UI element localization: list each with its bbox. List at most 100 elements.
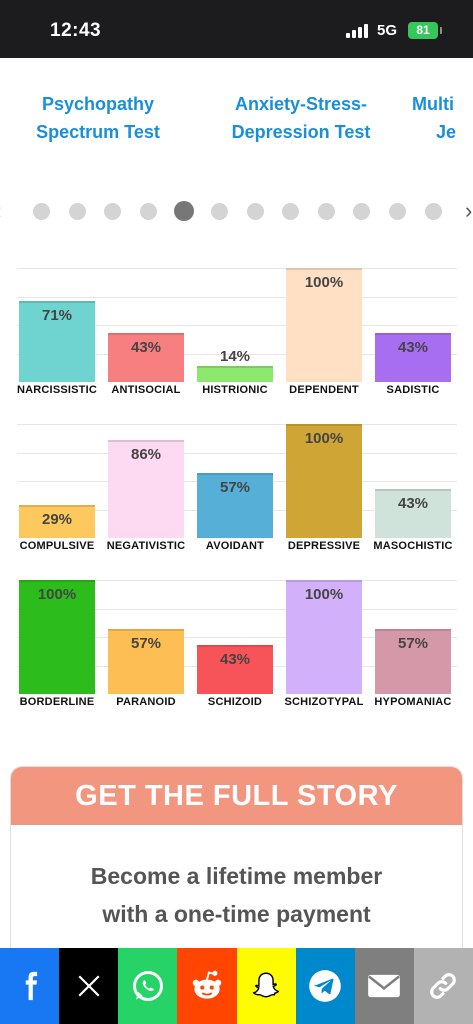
carousel-item-anxiety-stress-depression[interactable]: Anxiety-Stress- Depression Test <box>231 94 371 142</box>
share-snapchat-button[interactable] <box>236 948 296 1024</box>
carousel-item-partial[interactable]: Multi Je <box>412 94 457 142</box>
carousel-dot[interactable] <box>389 203 406 220</box>
chart-category-label: AVOIDANT <box>205 540 265 552</box>
bar-value-label: 43% <box>130 338 162 356</box>
chart-bar: 100% <box>286 268 362 382</box>
status-time: 12:43 <box>50 20 102 41</box>
share-reddit-button[interactable] <box>177 948 237 1024</box>
share-whatsapp-button[interactable] <box>118 948 178 1024</box>
chart-category-label: SCHIZOID <box>207 696 263 708</box>
chart-bar: 100% <box>286 580 362 694</box>
chart-category-label: PARANOID <box>116 696 176 708</box>
link-icon <box>430 973 457 999</box>
chart-gridline <box>17 608 457 610</box>
chart-bar: 71% <box>19 301 95 382</box>
chart-bar: 29% <box>19 504 95 538</box>
chart-bar: 43% <box>108 332 184 382</box>
chart-gridline <box>17 580 457 581</box>
carousel-dot[interactable] <box>173 201 194 221</box>
carousel-dot[interactable] <box>282 203 300 220</box>
chart-category-label: MASOCHISTIC <box>373 540 453 552</box>
bar-value-label: 100% <box>304 586 344 603</box>
bar-value-label: 86% <box>130 445 162 463</box>
bar-value-label: 29% <box>41 510 73 528</box>
x-icon <box>78 975 100 997</box>
chart-gridline <box>17 637 457 638</box>
chart-gridline <box>17 296 457 298</box>
status-bar: 12:43 5G 81 <box>0 0 473 58</box>
bar-value-label: 57% <box>219 479 251 497</box>
carousel-item-psychopathy[interactable]: Psychopathy Spectrum Test <box>36 94 160 142</box>
chart-gridline <box>17 325 457 326</box>
chart-bar: 100% <box>19 580 95 694</box>
share-facebook-button[interactable] <box>0 948 60 1024</box>
chart-category-label: NARCISSISTIC <box>16 384 98 396</box>
chart-bar: 57% <box>197 473 273 538</box>
test-carousel[interactable]: Psychopathy Spectrum Test Anxiety-Stress… <box>0 58 473 258</box>
carousel-dot[interactable] <box>211 203 228 220</box>
signal-icon <box>346 24 370 38</box>
chart-category-label: ANTISOCIAL <box>111 384 181 396</box>
membership-line-1: Become a lifetime member <box>90 863 383 889</box>
chart-gridline <box>17 353 457 355</box>
carousel-prev-icon[interactable]: ‹ <box>0 199 1 223</box>
chart-bar: 14% <box>197 348 273 382</box>
chart-category-label: COMPULSIVE <box>19 540 95 552</box>
bar-chart-1: 71% NARCISSISTIC 43% ANTISOCIAL 14% HISTRIONI… <box>17 268 457 400</box>
bar-value-label: 71% <box>41 307 73 325</box>
reddit-icon <box>192 970 222 999</box>
share-telegram-button[interactable] <box>295 948 355 1024</box>
facebook-icon <box>25 971 37 1001</box>
chart-category-label: SCHIZOTYPAL <box>284 696 364 708</box>
carousel-dots <box>0 201 473 223</box>
telegram-icon <box>309 970 342 1002</box>
chart-bar: 100% <box>286 424 362 538</box>
membership-line-2: with a one-time payment <box>102 901 371 927</box>
chart-category-label: NEGATIVISTIC <box>106 540 186 552</box>
carousel-dot[interactable] <box>33 203 50 220</box>
snapchat-icon <box>252 972 280 998</box>
bar-value-label: 100% <box>37 586 77 603</box>
chart-category-label: HYPOMANIAC <box>374 696 452 708</box>
chart-bar: 43% <box>375 332 451 382</box>
chart-category-label: DEPRESSIVE <box>287 540 361 552</box>
bar-value-label: 57% <box>130 635 162 653</box>
membership-header: GET THE FULL STORY <box>11 767 462 825</box>
email-icon <box>368 974 401 998</box>
bar-value-label: 57% <box>397 635 429 653</box>
chart-bar: 57% <box>108 629 184 694</box>
whatsapp-icon <box>132 971 163 1001</box>
chart-category-label: SADISTIC <box>386 384 440 396</box>
carousel-dot[interactable] <box>246 203 264 220</box>
bar-value-label: 100% <box>304 274 344 291</box>
carousel-dot[interactable] <box>424 203 442 220</box>
bar-chart-3: 100% BORDERLINE 57% PARANOID 43% SCHIZOID 100%… <box>17 580 457 712</box>
chart-gridline <box>17 268 457 269</box>
chart-bar: 43% <box>197 644 273 694</box>
bar-value-label: 43% <box>397 494 429 512</box>
chart-category-label: HISTRIONIC <box>202 384 268 396</box>
carousel-dot[interactable] <box>104 203 122 220</box>
carousel-next-icon[interactable]: › <box>465 198 473 223</box>
carousel-dot[interactable] <box>317 203 335 220</box>
chart-bar: 86% <box>108 439 184 538</box>
bar-chart-2: 29% COMPULSIVE 86% NEGATIVISTIC 57% AVOIDANT 1… <box>17 424 457 556</box>
chart-bar: 43% <box>375 488 451 538</box>
bar-value-label: 14% <box>219 348 251 366</box>
carousel-dot[interactable] <box>139 203 157 220</box>
membership-card[interactable]: GET THE FULL STORY Become a lifetime mem… <box>10 766 463 966</box>
battery-icon: 81 <box>408 22 442 39</box>
chart-category-label: DEPENDENT <box>289 384 359 396</box>
chart-bar: 57% <box>375 629 451 694</box>
carousel-dot[interactable] <box>68 203 86 220</box>
chart-gridline <box>17 452 457 454</box>
carousel-dot[interactable] <box>353 203 371 220</box>
network-label: 5G <box>377 22 398 39</box>
bar-value-label: 43% <box>397 338 429 356</box>
share-x-button[interactable] <box>59 948 119 1024</box>
chart-gridline <box>17 424 457 425</box>
share-copy-link-button[interactable] <box>413 948 473 1024</box>
bar-value-label: 100% <box>304 430 344 447</box>
share-email-button[interactable] <box>354 948 414 1024</box>
membership-body: Become a lifetime member with a one-time… <box>11 825 462 933</box>
